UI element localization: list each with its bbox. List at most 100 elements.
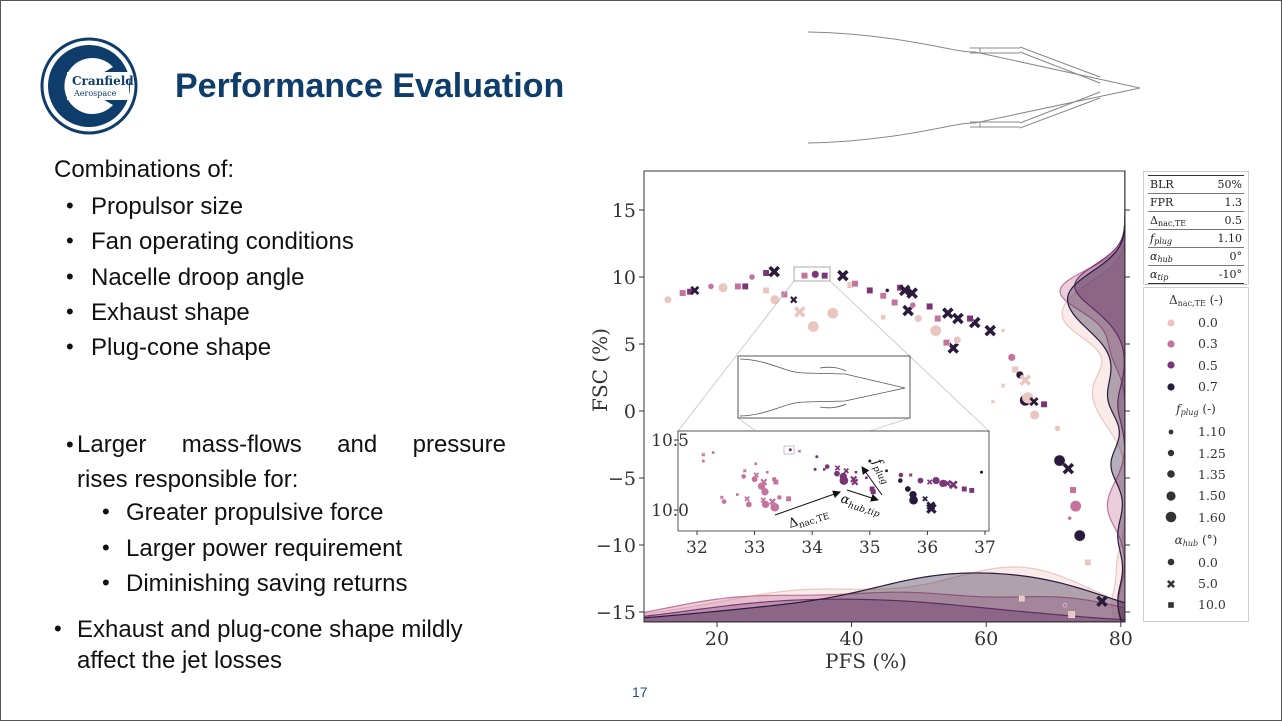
data-point [748,273,756,281]
data-point [851,280,859,288]
chart-legend: Δnac,TE (-) 0.0 0.3 0.5 0.7 fplug (-) 1.10 1.25… [1143,287,1249,622]
bullet-dot: • [66,193,74,218]
data-point [953,336,962,344]
data-point [1029,410,1040,420]
inset-data-point [904,486,911,492]
bullet-massflow-line2: rises responsible for: [77,466,299,493]
data-point [663,295,672,304]
data-point [885,288,890,293]
inset-y-tick-label: 10.5 [651,431,689,451]
y-axis-label: FSC (%) [588,328,612,412]
legend-item-dnac: 0.3 [1144,333,1248,354]
data-point [679,289,687,297]
geometry-inset [737,355,911,419]
legend-marker-icon [1167,449,1175,457]
param-name: BLR [1150,178,1174,191]
sub-bullet-item: Diminishing saving returns [126,570,408,597]
inset-data-point [969,487,975,493]
legend-item-dnac: 0.7 [1144,376,1248,397]
legend-item-fplug: 1.35 [1144,464,1248,485]
param-name: αhub [1150,250,1173,264]
inset-data-point [711,451,715,454]
data-point [1069,486,1077,494]
param-value: 1.10 [1217,232,1243,245]
inset-data-point [765,470,769,474]
inset-data-point [868,459,872,463]
x-tick-label: 80 [1109,628,1133,650]
x-tick-label: 60 [974,628,998,650]
data-point [879,292,887,300]
dnac-arrow [774,490,841,516]
inset-x-tick-label: 34 [801,538,823,558]
param-name: Δnac,TE [1150,214,1187,228]
legend-marker-icon [1165,511,1177,523]
data-point [942,307,954,319]
inset-data-point [908,473,913,477]
data-point [780,291,788,298]
data-point [1054,425,1061,432]
inset-data-point [843,468,849,474]
fsc-kde-curve [1074,171,1125,622]
param-name: FPR [1150,196,1174,209]
inset-data-point [761,488,769,496]
y-tick-label: −5 [608,468,636,490]
legend-label: 0.0 [1198,554,1218,570]
bullet-dot: • [66,432,74,457]
y-tick-label: 10 [612,267,636,289]
data-point [966,315,974,322]
legend-item-ahub: 5.0 [1144,573,1248,594]
data-point [926,303,934,310]
data-point [1084,559,1092,566]
inset-data-point [742,468,747,473]
data-point [1062,603,1068,608]
data-point [1022,391,1034,404]
legend-title-fplug: fplug (-) [1176,402,1216,418]
data-point [1019,595,1025,602]
legend-label: 1.10 [1198,424,1226,440]
inset-x-tick-label: 35 [859,538,881,558]
legend-marker-icon [1166,491,1176,501]
inset-data-point [926,503,937,514]
inset-data-point [885,469,888,473]
sub-bullet-item: Larger power requirement [126,534,403,562]
data-point [801,272,808,280]
bullet-dot: • [54,616,62,641]
inset-data-point [744,496,750,502]
data-point [1011,366,1019,373]
y-tick-label: 0 [624,401,636,423]
bullet-item: Nacelle droop angle [91,263,305,291]
inset-data-point [701,459,705,463]
data-point [1067,516,1072,521]
legend-marker [1166,579,1176,588]
sub-bullet-dot: • [102,570,110,595]
inset-data-point [745,501,752,508]
inset-data-point [961,486,967,492]
legend-marker [1168,602,1174,608]
inset-data-point [798,449,801,453]
inset-data-point [813,467,817,471]
inset-data-point [754,462,758,466]
inset-data-point [770,502,780,512]
legend-item-ahub: 0.0 [1144,552,1248,573]
inset-data-point [786,496,792,502]
inset-data-point [741,474,746,479]
x-axis-label: PFS (%) [825,649,907,673]
legend-marker-icon [1167,382,1175,391]
data-point [1007,353,1016,362]
data-point [707,283,715,290]
inset-data-point [980,470,984,474]
legend-item-dnac: 0.5 [1144,355,1248,376]
data-point [807,320,820,333]
data-point [1000,383,1006,388]
legend-label: 0.5 [1198,357,1218,373]
page-number: 17 [632,684,648,700]
inset-data-point [736,493,739,496]
param-value: 1.3 [1224,196,1243,209]
logo-sub: Aerospace [73,89,117,98]
y-tick-label: −15 [596,602,636,624]
bullet-item: Propulsor size [91,193,244,220]
inset-data-point [932,476,940,485]
fsc-kde-curve [1066,171,1125,622]
data-point [1069,500,1082,512]
